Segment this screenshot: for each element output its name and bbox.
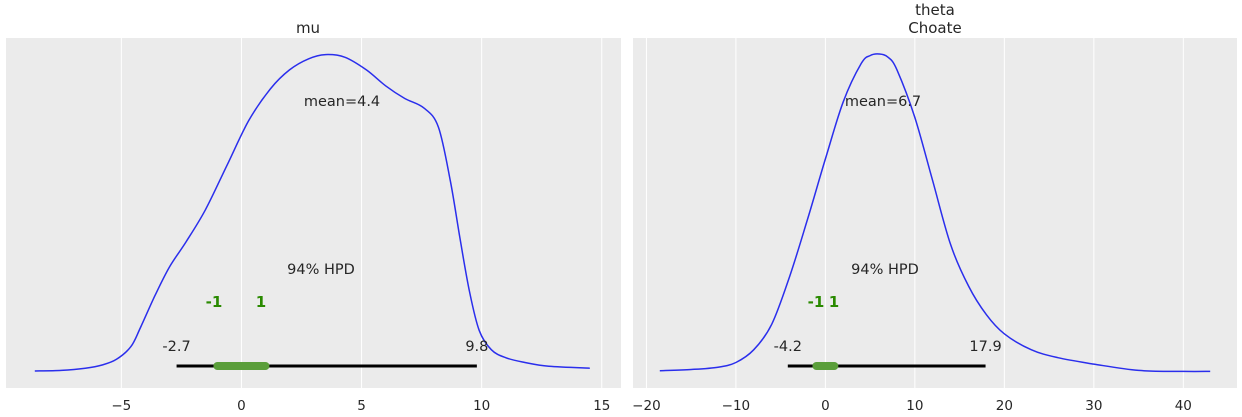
- hpd-label: 94% HPD: [287, 262, 355, 278]
- rope-upper-label: 1: [829, 293, 839, 311]
- gridlines: [120, 38, 603, 388]
- x-tick-label: 0: [821, 398, 830, 413]
- plot-background: [6, 38, 621, 388]
- x-tick-label: −20: [632, 398, 661, 413]
- x-tick-label: 40: [1175, 398, 1192, 413]
- mean-label: mean=6.7: [845, 94, 921, 110]
- hpd-lower-label: -4.2: [774, 339, 802, 355]
- gridlines: [645, 38, 1184, 388]
- x-axis-ticks: −20 −10 0 10 20 30 40: [632, 398, 1192, 414]
- x-tick-label: 15: [593, 398, 610, 413]
- hpd-label: 94% HPD: [851, 262, 919, 278]
- panel-subtitle: Choate: [908, 19, 961, 37]
- x-tick-label: 30: [1085, 398, 1102, 413]
- panel-title: theta: [915, 1, 955, 19]
- plot-background: [633, 38, 1237, 388]
- kde-curve: [34, 53, 590, 372]
- x-tick-label: −5: [111, 398, 131, 413]
- x-tick-label: −10: [722, 398, 751, 413]
- x-tick-label: 10: [906, 398, 923, 413]
- x-tick-label: 20: [996, 398, 1013, 413]
- mean-label: mean=4.4: [304, 94, 380, 110]
- rope-lower-label: -1: [808, 293, 825, 311]
- x-tick-label: 0: [237, 398, 246, 413]
- hpd-lower-label: -2.7: [162, 339, 190, 355]
- hpd-upper-label: 9.8: [465, 339, 488, 355]
- x-tick-label: 10: [473, 398, 490, 413]
- rope-lower-label: -1: [206, 293, 223, 311]
- rope-upper-label: 1: [256, 293, 266, 311]
- x-axis-ticks: −5 0 5 10 15: [111, 398, 610, 414]
- kde-curve: [659, 53, 1211, 373]
- x-tick-label: 5: [357, 398, 366, 413]
- hpd-upper-label: 17.9: [969, 339, 1001, 355]
- panel-title: mu: [296, 19, 320, 37]
- panel-mu: mu mean=4.4 94% HPD -2.7 9.8 -1 1 −5 0 5 10…: [6, 19, 621, 414]
- panel-theta-choate: theta Choate mean=6.7 94% HPD -4.2 17.9 …: [632, 1, 1237, 414]
